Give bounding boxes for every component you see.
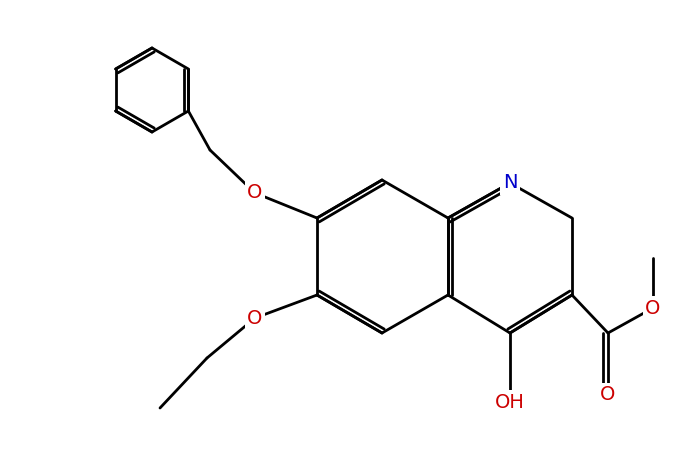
Text: O: O [645,299,661,317]
Text: OH: OH [495,392,525,411]
Text: O: O [247,184,262,203]
Text: O: O [600,385,616,404]
Text: N: N [503,173,517,192]
Text: O: O [247,308,262,328]
